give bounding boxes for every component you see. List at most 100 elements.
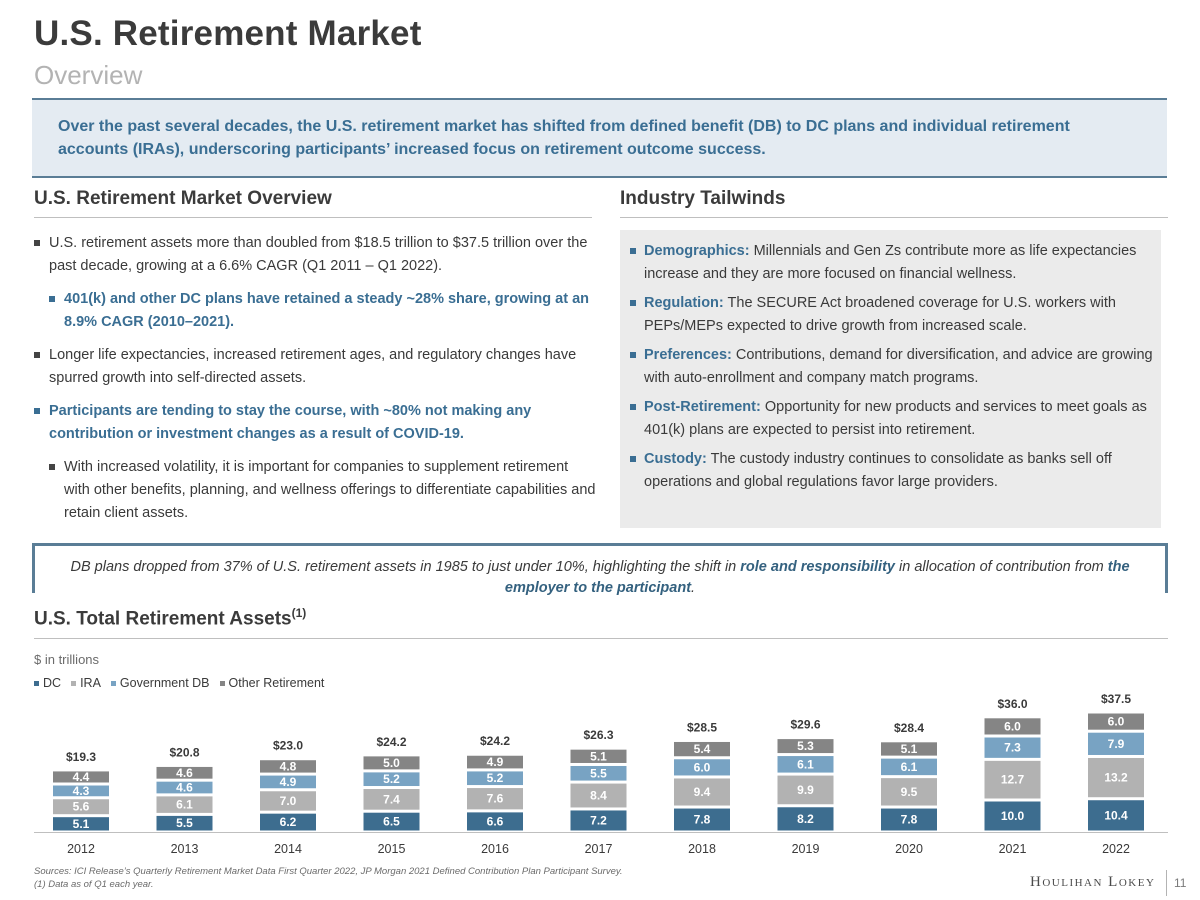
quote-text: DB plans dropped from 37% of U.S. retire… <box>70 559 741 575</box>
bar-segment <box>881 742 937 756</box>
bar-data-label: 7.8 <box>901 813 918 827</box>
chart-units: $ in trillions <box>34 652 100 667</box>
bar-segment <box>777 775 834 805</box>
data-note: (1) Data as of Q1 each year. <box>34 879 154 890</box>
x-tick-label: 2018 <box>688 842 716 856</box>
bar-segment <box>260 813 316 831</box>
quote-text: in allocation of contribution from <box>894 559 1108 575</box>
bar-data-label: 6.5 <box>383 815 400 829</box>
bar-data-label: 5.1 <box>590 749 607 763</box>
bar-data-label: 4.3 <box>73 784 90 798</box>
overview-heading: U.S. Retirement Market Overview <box>34 188 592 218</box>
bar-segment <box>467 755 523 769</box>
x-tick-label: 2021 <box>999 842 1027 856</box>
tailwind-item: Post-Retirement: Opportunity for new pro… <box>630 396 1153 442</box>
legend-label: DC <box>43 676 62 690</box>
bar-data-label: 10.0 <box>1001 809 1025 823</box>
legend-item: DC <box>34 676 61 690</box>
bar-segment <box>570 783 627 808</box>
bar-data-label: 5.0 <box>383 756 400 770</box>
bar-segment <box>674 741 730 757</box>
x-tick-label: 2022 <box>1102 842 1130 856</box>
bar-segment <box>467 812 523 831</box>
bar-segment <box>881 758 937 776</box>
bar-data-label: 7.0 <box>280 794 297 808</box>
bar-segment <box>881 778 937 806</box>
x-tick-label: 2020 <box>895 842 923 856</box>
bar-segment <box>363 756 420 770</box>
tailwind-text: Millennials and Gen Zs contribute more a… <box>644 243 1137 282</box>
bar-data-label: 5.5 <box>176 816 193 830</box>
bar-data-label: 7.6 <box>487 792 504 806</box>
bar-segment <box>156 781 213 794</box>
chart-legend: DC IRA Government DB Other Retirement <box>34 676 324 690</box>
quote-emphasis: the employer to the participant <box>504 559 1130 596</box>
bar-segment <box>363 772 420 787</box>
legend-label: IRA <box>80 676 101 690</box>
tailwind-item: Preferences: Contributions, demand for d… <box>630 344 1153 390</box>
bar-data-label: 9.4 <box>694 785 711 799</box>
bar-segment <box>363 789 420 810</box>
bar-segment <box>53 785 109 797</box>
chart-heading: U.S. Total Retirement Assets(1) <box>34 606 1168 640</box>
bar-data-label: 7.4 <box>383 792 400 806</box>
tailwind-text: The SECURE Act broadened coverage for U.… <box>644 295 1116 334</box>
x-tick-label: 2019 <box>792 842 820 856</box>
bar-segment <box>674 778 730 806</box>
bar-segment <box>467 788 523 810</box>
bar-data-label: 8.2 <box>797 812 814 826</box>
x-tick-label: 2016 <box>481 842 509 856</box>
bar-total-label: $23.0 <box>273 739 303 753</box>
bar-data-label: 7.9 <box>1108 737 1125 751</box>
chart-title: U.S. Total Retirement Assets <box>34 608 292 630</box>
bar-total-label: $24.2 <box>480 734 510 748</box>
bar-segment <box>260 760 316 773</box>
bar-data-label: 5.1 <box>901 742 918 756</box>
bar-segment <box>363 812 420 831</box>
bar-segment <box>570 810 627 831</box>
bar-data-label: 7.2 <box>590 813 607 827</box>
bar-data-label: 4.4 <box>73 770 90 784</box>
bar-data-label: 6.1 <box>176 798 193 812</box>
bar-segment <box>53 817 109 831</box>
bar-segment <box>156 796 213 813</box>
tailwind-item: Regulation: The SECURE Act broadened cov… <box>630 292 1153 338</box>
bar-total-label: $19.3 <box>66 750 96 764</box>
legend-swatch <box>219 680 225 686</box>
bar-total-label: $26.3 <box>583 728 613 742</box>
bar-data-label: 5.1 <box>73 817 90 831</box>
bar-data-label: 9.5 <box>901 785 918 799</box>
x-tick-label: 2017 <box>585 842 613 856</box>
bar-segment <box>777 756 834 773</box>
overview-bullet: With increased volatility, it is importa… <box>49 456 596 525</box>
bar-segment <box>1088 800 1144 831</box>
bar-data-label: 6.0 <box>694 760 711 774</box>
bar-total-label: $37.5 <box>1101 692 1131 706</box>
bar-data-label: 4.6 <box>176 781 193 795</box>
bar-segment <box>1088 713 1144 730</box>
x-tick-label: 2015 <box>378 842 406 856</box>
bar-data-label: 6.2 <box>280 815 297 829</box>
sources-note: Sources: ICI Release’s Quarterly Retirem… <box>34 866 623 877</box>
legend-item: IRA <box>71 676 101 690</box>
tailwind-item: Custody: The custody industry continues … <box>630 448 1153 494</box>
bar-segment <box>53 799 109 815</box>
legend-item: Other Retirement <box>219 676 324 690</box>
tailwinds-heading: Industry Tailwinds <box>620 188 1168 218</box>
bar-data-label: 4.9 <box>280 775 297 789</box>
bar-data-label: 6.6 <box>487 814 504 828</box>
bar-data-label: 7.8 <box>694 813 711 827</box>
x-tick-label: 2013 <box>171 842 199 856</box>
bar-segment <box>777 739 834 754</box>
tailwind-key: Regulation: <box>644 295 724 311</box>
tailwind-text: The custody industry continues to consol… <box>644 451 1112 490</box>
footnotes: Sources: ICI Release’s Quarterly Retirem… <box>34 865 623 891</box>
bar-data-label: 5.6 <box>73 800 90 814</box>
bar-segment <box>674 759 730 776</box>
bar-total-label: $28.4 <box>894 721 924 735</box>
bar-data-label: 4.9 <box>487 755 504 769</box>
bar-data-label: 6.1 <box>797 757 814 771</box>
bar-segment <box>674 808 730 831</box>
bar-segment <box>156 766 213 779</box>
